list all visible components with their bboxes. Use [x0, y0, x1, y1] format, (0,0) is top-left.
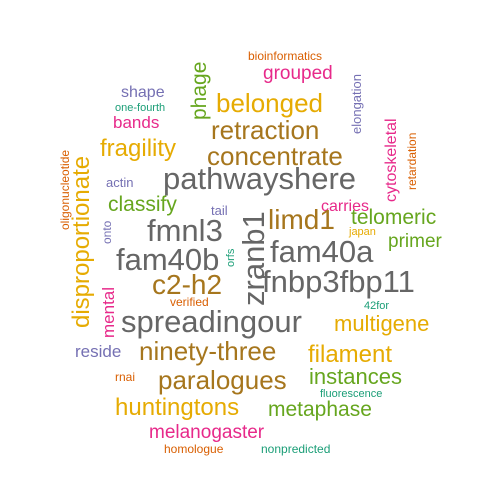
word-verified: verified [170, 295, 209, 309]
word-ninety-three: ninety-three [139, 336, 277, 366]
word-japan: japan [349, 226, 376, 238]
word-c2-h2: c2-h2 [152, 269, 223, 300]
word-filament: filament [308, 341, 393, 368]
word-phage: phage [188, 61, 211, 120]
word-fnbp3fbp11: fnbp3fbp11 [262, 264, 415, 299]
word-concentrate: concentrate [207, 141, 343, 171]
word-grouped: grouped [263, 63, 333, 84]
word-huntingtons: huntingtons [115, 394, 240, 421]
word-actin: actin [106, 175, 134, 190]
word-telomeric: telomeric [351, 206, 437, 229]
word-zranb1: zranb1 [236, 211, 271, 306]
word-instances: instances [309, 364, 402, 389]
word-paralogues: paralogues [158, 365, 287, 395]
word-belonged: belonged [216, 88, 323, 118]
word-pathwayshere: pathwayshere [163, 161, 357, 196]
word-disproportionate: disproportionate [68, 155, 95, 328]
word-bioinformatics: bioinformatics [248, 49, 323, 63]
word-spreadingour: spreadingour [121, 304, 302, 339]
word-nonpredicted: nonpredicted [261, 442, 331, 456]
word-retardation: retardation [405, 132, 419, 190]
word-elongation: elongation [349, 74, 364, 134]
word-primer: primer [388, 231, 442, 252]
word-limd1: limd1 [268, 204, 335, 235]
word-carries: carries [321, 198, 370, 215]
word-metaphase: metaphase [268, 398, 372, 421]
word-fam40a: fam40a [270, 234, 374, 269]
word-42for: 42for [364, 300, 390, 312]
word-fmnl3: fmnl3 [147, 213, 223, 248]
word-tail: tail [211, 203, 228, 218]
word-bands: bands [113, 113, 160, 132]
word-homologue: homologue [164, 442, 224, 456]
word-onto: onto [100, 220, 114, 244]
word-reside: reside [75, 342, 122, 361]
word-one-fourth: one-fourth [115, 102, 166, 114]
word-shape: shape [121, 84, 165, 101]
word-cytoskeletal: cytoskeletal [383, 118, 400, 202]
word-melanogaster: melanogaster [149, 422, 265, 443]
word-classify: classify [108, 193, 177, 216]
word-multigene: multigene [334, 311, 430, 336]
word-fragility: fragility [100, 135, 177, 162]
word-fam40b: fam40b [116, 242, 220, 277]
word-fluorescence: fluorescence [320, 388, 383, 400]
word-rnai: rnai [115, 370, 136, 384]
word-mental: mental [99, 286, 118, 338]
word-retraction: retraction [211, 115, 320, 145]
